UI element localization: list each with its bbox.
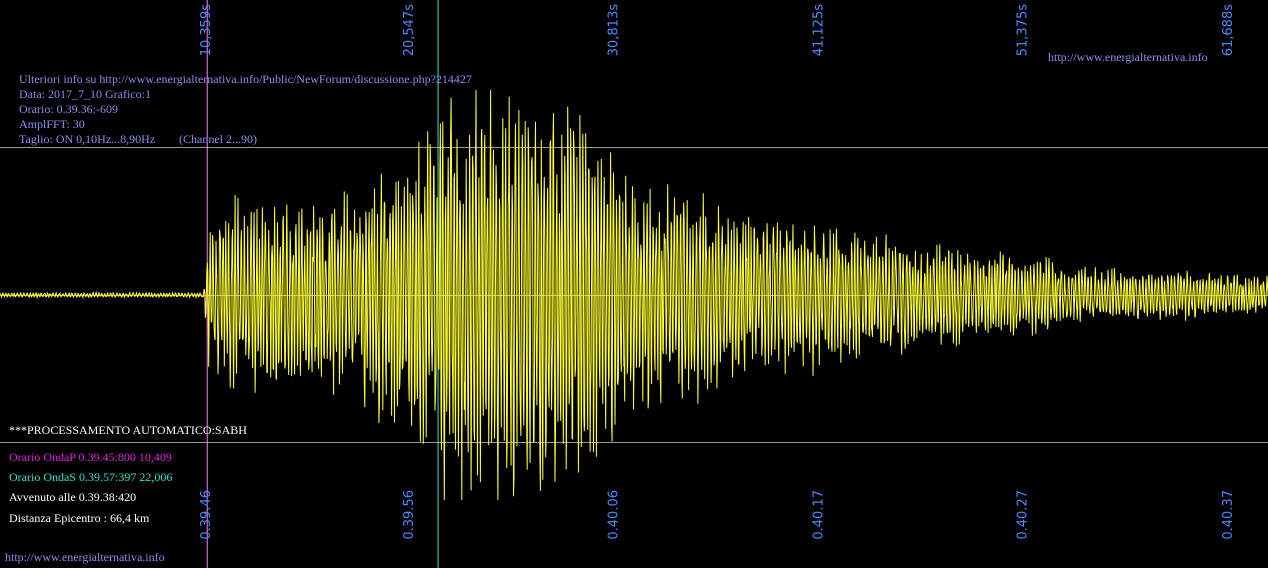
bottom-tick-label: 0.40.06 xyxy=(606,490,621,540)
top-tick-label: 41,125s xyxy=(812,4,827,56)
occurred-time: Avvenuto alle 0.39.38:420 xyxy=(9,490,137,504)
processing-label: ***PROCESSAMENTO AUTOMATICO:SABH xyxy=(9,423,247,437)
info-line-4: AmplFFT: 30 xyxy=(19,117,85,131)
top-tick-label: 20,547s xyxy=(402,4,417,56)
top-tick-labels: 10,359s 20,547s 30,813s 41,125s 51,375s 61,68… xyxy=(199,4,1236,56)
bottom-tick-label: 0.40.37 xyxy=(1221,490,1236,540)
info-line-2: Data: 2017_7_10 Grafico:1 xyxy=(19,87,151,101)
link-bottom[interactable]: http://www.energialternativa.info xyxy=(5,550,165,564)
epicenter-distance: Distanza Epicentro : 66,4 km xyxy=(9,511,150,525)
bottom-tick-labels: 0.39.46 0.39.56 0.40.06 0.40.17 0.40.27 0.40.… xyxy=(199,490,1236,540)
info-line-5: Taglio: ON 0,10Hz...8,90Hz xyxy=(19,132,156,146)
info-line-1: Ulteriori info su http://www.energialter… xyxy=(19,72,472,86)
bottom-tick-label: 0.39.56 xyxy=(402,490,417,540)
s-wave-time: Orario OndaS 0.39.57:397 22,006 xyxy=(9,470,173,484)
trace-group xyxy=(0,89,1268,501)
top-tick-label: 51,375s xyxy=(1016,4,1031,56)
p-wave-time: Orario OndaP 0.39.45:800 10,409 xyxy=(9,450,172,464)
bottom-tick-label: 0.39.46 xyxy=(199,490,214,540)
bottom-tick-label: 0.40.17 xyxy=(812,490,827,540)
info-channel: (Channel 2...90) xyxy=(179,132,257,146)
link-top[interactable]: http://www.energialternativa.info xyxy=(1048,50,1208,64)
info-line-3: Orario: 0.39.36:-609 xyxy=(19,102,118,116)
top-tick-label: 30,813s xyxy=(606,4,621,56)
grid-lines xyxy=(0,147,1268,443)
top-tick-label: 61,688s xyxy=(1221,4,1236,56)
seismic-trace xyxy=(0,89,1268,501)
top-tick-label: 10,359s xyxy=(199,4,214,56)
bottom-tick-label: 0.40.27 xyxy=(1016,490,1031,540)
